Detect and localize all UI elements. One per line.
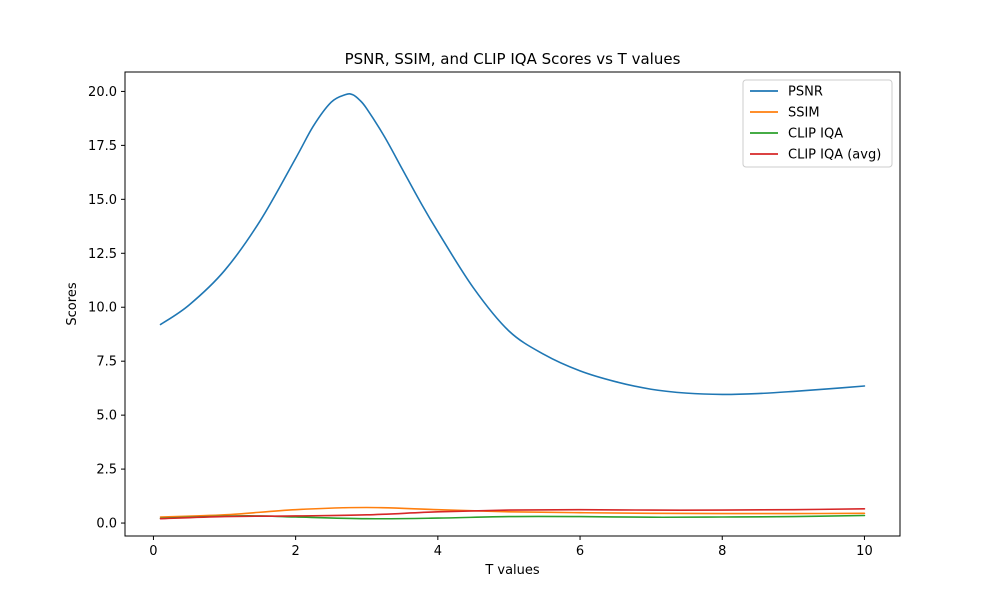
series-lines <box>159 93 866 520</box>
x-tick-label: 0 <box>149 544 157 559</box>
x-tick-label: 6 <box>576 544 584 559</box>
series-line-clip-iqa-avg <box>159 508 866 520</box>
series-line-ssim <box>159 506 866 518</box>
y-tick-label: 17.5 <box>88 139 117 154</box>
x-tick-label: 2 <box>292 544 300 559</box>
legend-label-ssim: SSIM <box>788 106 820 121</box>
legend: PSNR SSIM CLIP IQA CLIP IQA (avg) <box>742 79 893 168</box>
legend-label-clip-iqa-avg: CLIP IQA (avg) <box>788 148 881 163</box>
y-tick-label: 7.5 <box>96 355 117 370</box>
chart-title: PSNR, SSIM, and CLIP IQA Scores vs T val… <box>345 50 681 68</box>
series-line-psnr <box>159 93 866 396</box>
y-tick-label: 20.0 <box>88 85 117 100</box>
legend-label-clip-iqa: CLIP IQA <box>788 127 843 142</box>
y-tick-label: 12.5 <box>88 247 117 262</box>
y-tick-label: 2.5 <box>96 463 117 478</box>
x-tick-label: 4 <box>434 544 442 559</box>
axes-frame <box>124 71 901 537</box>
x-tick-label: 8 <box>718 544 726 559</box>
y-tick-label: 5.0 <box>96 409 117 424</box>
x-axis-ticks: 0 2 4 6 8 10 <box>149 536 873 559</box>
y-tick-label: 15.0 <box>88 193 117 208</box>
y-tick-label: 10.0 <box>88 301 117 316</box>
x-axis-label: T values <box>484 563 540 578</box>
y-axis-label: Scores <box>65 282 80 325</box>
legend-box <box>742 79 893 168</box>
x-tick-label: 10 <box>856 544 873 559</box>
legend-label-psnr: PSNR <box>788 85 823 100</box>
y-axis-ticks: 0.0 2.5 5.0 7.5 10.0 12.5 15.0 17.5 20.0 <box>88 85 125 532</box>
y-tick-label: 0.0 <box>96 517 117 532</box>
legend-entries: PSNR SSIM CLIP IQA CLIP IQA (avg) <box>750 85 881 163</box>
